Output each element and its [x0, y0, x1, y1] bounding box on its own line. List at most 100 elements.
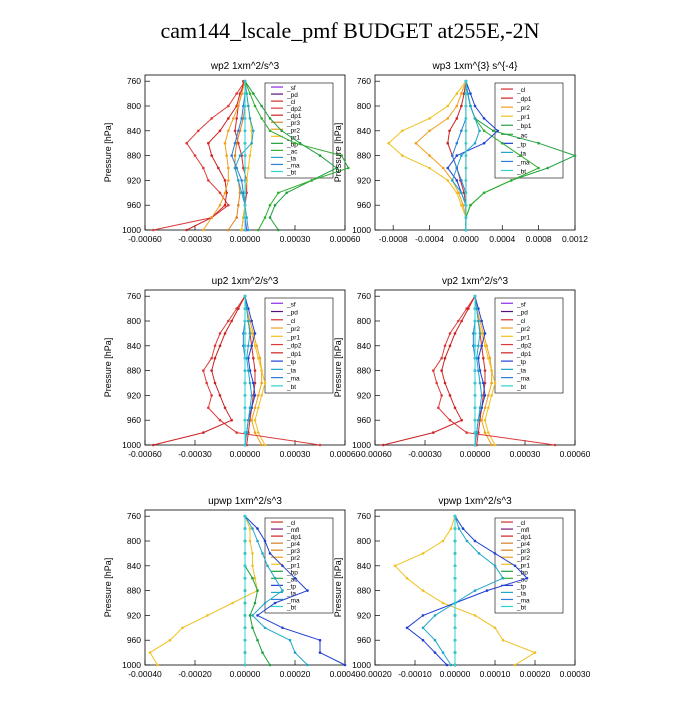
series-point-2-10-10 [243, 418, 247, 422]
series-point-4-6-12 [156, 663, 159, 667]
y-tick-label-1-2: 840 [357, 126, 371, 136]
series-point-2-7-4 [250, 344, 253, 348]
legend-label-2-9: _ma [286, 376, 300, 383]
series-point-1-1-5 [446, 141, 450, 145]
y-tick-label-4-1: 800 [127, 536, 141, 546]
series-point-0-11-5 [233, 141, 237, 145]
series-point-3-3-10 [480, 418, 483, 422]
series-point-0-4-7 [217, 166, 220, 170]
series-point-3-10-1 [473, 307, 477, 310]
series-point-3-10-2 [473, 319, 477, 323]
series-point-3-10-7 [473, 381, 477, 385]
series-point-0-5-11 [235, 216, 238, 219]
legend-label-3-0: _sf [516, 301, 526, 308]
series-point-5-10-11 [441, 651, 445, 654]
series-point-3-7-2 [480, 319, 483, 323]
y-label-0: Pressure [hPa] [103, 123, 113, 183]
series-point-2-10-2 [243, 319, 247, 323]
legend-label-2-10: _bt [286, 384, 296, 391]
legend-label-3-8: _ta [516, 367, 526, 374]
legend-label-4-3: _pr4 [286, 541, 300, 548]
series-point-2-4-5 [257, 356, 260, 360]
series-point-1-3-6 [400, 154, 404, 157]
series-point-2-10-11 [243, 431, 247, 434]
series-point-4-10-4 [266, 564, 269, 568]
series-point-4-9-3 [268, 552, 272, 555]
series-point-0-6-4 [227, 129, 230, 133]
x-tick-label-1-2: 0.0000 [453, 234, 479, 244]
series-point-1-3-2 [446, 104, 450, 108]
series-point-2-5-12 [318, 443, 322, 447]
chart-title-0: wp2 1xm^2/s^3 [210, 61, 280, 72]
series-point-3-5-9 [437, 406, 440, 410]
legend-label-1-2: _pr2 [516, 105, 530, 112]
series-point-2-8-2 [247, 319, 250, 323]
series-point-0-12-11 [243, 216, 247, 219]
y-tick-label-1-5: 960 [357, 200, 371, 210]
series-point-0-12-1 [243, 92, 247, 95]
legend-label-0-9: _ac [286, 148, 298, 155]
series-point-4-12-8 [243, 614, 247, 617]
series-point-4-9-11 [318, 651, 322, 654]
legend-label-5-6: _pr1 [516, 562, 530, 569]
legend-label-0-1: _pd [286, 92, 298, 99]
x-tick-label-4-2: 0.00000 [230, 669, 261, 679]
series-point-2-6-3 [223, 332, 227, 335]
y-tick-label-4-4: 920 [127, 610, 141, 620]
series-point-4-7-5 [251, 576, 254, 580]
series-point-0-9-8 [310, 179, 313, 182]
series-point-0-12-9 [243, 191, 247, 195]
x-tick-label-0-4: 0.00060 [330, 234, 361, 244]
series-point-5-9-4 [513, 564, 517, 568]
series-point-5-9-10 [421, 638, 425, 642]
legend-label-0-8: _bp [286, 141, 298, 148]
series-point-4-6-11 [148, 651, 152, 654]
series-point-3-7-4 [480, 344, 483, 348]
series-point-3-2-5 [482, 356, 485, 360]
series-point-5-12-10 [453, 638, 457, 642]
series-point-3-6-10 [460, 418, 463, 422]
series-point-3-5-5 [440, 356, 443, 360]
series-point-1-1-3 [455, 117, 459, 120]
x-tick-label-3-3: 0.00030 [510, 449, 541, 459]
x-tick-label-4-4: 0.00040 [330, 669, 361, 679]
series-point-3-7-8 [483, 394, 487, 397]
series-point-2-5-2 [227, 319, 230, 323]
series-point-2-6-4 [218, 344, 222, 348]
series-point-2-3-10 [250, 418, 253, 422]
series-point-3-3-12 [490, 443, 493, 447]
series-point-0-8-10 [273, 203, 277, 207]
series-point-5-12-3 [453, 552, 457, 555]
series-point-1-2-6 [428, 154, 431, 157]
x-tick-label-1-5: 0.0012 [562, 234, 588, 244]
series-point-1-7-1 [466, 92, 470, 95]
series-point-4-6-7 [231, 601, 234, 605]
series-point-4-12-1 [243, 527, 247, 530]
series-point-1-8-7 [455, 166, 459, 170]
series-point-0-3-2 [227, 104, 230, 108]
series-point-4-12-4 [243, 564, 247, 568]
series-point-1-6-5 [482, 141, 486, 145]
series-point-2-10-4 [243, 344, 247, 348]
x-tick-label-4-0: -0.00040 [128, 669, 162, 679]
series-point-5-10-12 [449, 663, 453, 667]
legend-label-4-9: _tp [286, 583, 296, 590]
y-tick-label-2-4: 920 [127, 390, 141, 400]
legend-label-5-12: _bt [516, 604, 526, 611]
series-point-5-6-10 [501, 638, 505, 642]
series-point-4-9-4 [281, 564, 284, 568]
series-point-1-9-4 [464, 129, 468, 133]
series-point-3-4-5 [487, 356, 490, 360]
page-title: cam144_lscale_pmf BUDGET at255E,-2N [160, 18, 540, 43]
series-point-2-10-12 [243, 443, 247, 447]
series-point-1-3-10 [460, 203, 463, 207]
series-point-0-7-7 [247, 166, 250, 170]
series-point-3-5-8 [440, 394, 443, 397]
series-point-1-9-1 [464, 92, 468, 95]
series-point-2-3-9 [253, 406, 257, 410]
legend-label-5-3: _pr4 [516, 541, 530, 548]
series-point-1-7-6 [460, 154, 463, 157]
series-point-0-8-4 [280, 129, 283, 133]
